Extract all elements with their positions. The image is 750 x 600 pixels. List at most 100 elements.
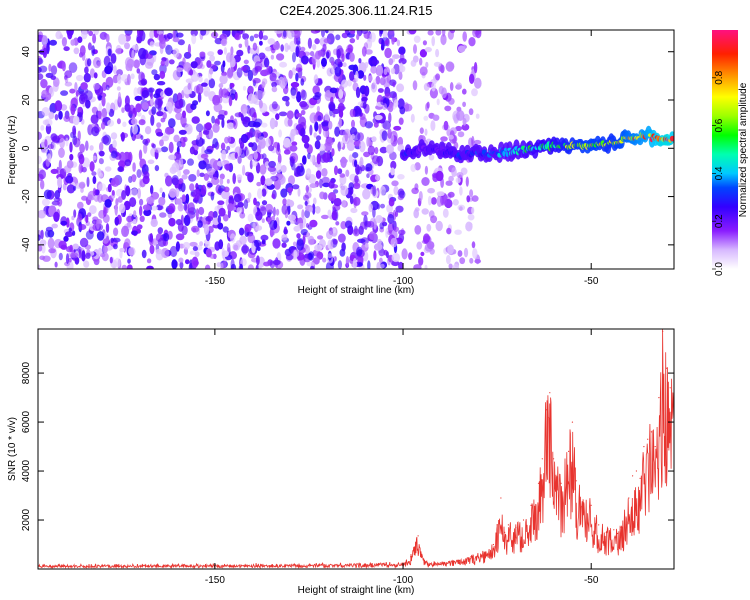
spectrogram-cell	[317, 50, 324, 57]
spectrogram-cell	[70, 39, 76, 46]
spectrogram-cell	[178, 129, 187, 135]
spectrogram-cell	[264, 178, 273, 186]
spectrogram-cell	[371, 155, 380, 165]
spectrogram-cell	[54, 114, 59, 121]
spectrogram-cell	[98, 150, 105, 157]
spectrogram-cell	[366, 173, 370, 179]
spectrogram-cell	[214, 60, 221, 66]
spectrogram-cell	[72, 115, 80, 126]
spectrogram-cell	[281, 242, 287, 248]
spectrogram-cell	[280, 44, 285, 52]
spectrogram-cell	[309, 219, 318, 228]
spectrogram-cell	[370, 65, 378, 74]
spectrogram-cell	[265, 137, 271, 148]
snr-y-ticks: 2000 4000 6000 8000	[21, 362, 674, 531]
spectrogram-cell	[104, 166, 112, 172]
spectrogram-cell	[424, 128, 428, 136]
spectrogram-cell	[290, 87, 297, 96]
spectrogram-y-tick-label: -40	[21, 237, 32, 252]
spectrogram-cell	[126, 264, 133, 269]
spectrogram-cell	[341, 242, 346, 252]
spectrogram-cell	[97, 193, 103, 203]
spectrogram-cell	[328, 180, 335, 189]
spectrogram-cell	[57, 176, 63, 189]
spectrogram-cell	[96, 218, 100, 230]
spectrogram-cell	[332, 108, 340, 115]
spectrogram-cell	[73, 209, 77, 218]
spectrogram-cell	[347, 79, 352, 87]
spectrogram-cell	[281, 204, 288, 215]
spectrogram-cell	[436, 98, 440, 106]
snr-data-point	[530, 504, 532, 506]
spectrogram-cell	[160, 146, 169, 153]
spectrogram-cell	[189, 250, 197, 255]
spectrogram-cell	[110, 53, 117, 64]
spectrogram-cell	[177, 39, 185, 46]
spectrogram-cell	[142, 138, 148, 145]
spectrogram-cell	[205, 239, 211, 250]
spectrogram-cell	[192, 188, 201, 201]
spectrogram-cell	[66, 184, 75, 194]
spectrogram-cell	[475, 30, 482, 39]
spectrogram-cell	[217, 200, 225, 205]
spectrogram-cell	[370, 82, 377, 93]
spectrogram-cell	[419, 57, 423, 66]
spectrogram-cell	[323, 38, 332, 44]
spectrogram-cell	[420, 251, 425, 257]
spectrogram-cell	[325, 138, 334, 146]
spectrogram-cell	[222, 260, 227, 268]
snr-x-tick-label: -100	[393, 575, 413, 586]
spectrogram-cell	[427, 195, 432, 206]
spectrogram-cell	[471, 135, 475, 147]
spectrogram-cell	[239, 235, 247, 245]
spectrogram-cell	[160, 60, 165, 67]
spectrogram-y-tick-label: 40	[21, 46, 32, 58]
spectrogram-cell	[257, 188, 263, 199]
spectrogram-cell	[163, 232, 170, 242]
spectrogram-cell	[304, 209, 311, 219]
spectrogram-cell	[164, 126, 173, 135]
spectrogram-cell	[59, 137, 65, 149]
spectrogram-cell	[38, 58, 44, 65]
spectrogram-cell	[322, 257, 327, 263]
spectrogram-cell	[129, 197, 137, 208]
spectrogram-cell	[196, 169, 200, 177]
spectrogram-cell	[66, 217, 70, 228]
spectrogram-cell	[290, 81, 300, 88]
spectrogram-cell	[224, 163, 232, 171]
spectrogram-cell	[398, 190, 406, 199]
spectrogram-cell	[110, 132, 118, 140]
snr-data-point	[590, 504, 592, 506]
spectrogram-cell	[54, 100, 63, 112]
spectrogram-cell	[50, 65, 58, 75]
spectrogram-cell	[112, 139, 117, 149]
spectrogram-cell	[280, 188, 288, 198]
spectrogram-cell	[191, 225, 200, 233]
spectrogram-cell	[150, 185, 154, 195]
spectrogram-cell	[151, 106, 157, 115]
spectrogram-cell	[87, 194, 93, 200]
spectrogram-cell	[215, 94, 221, 105]
spectrogram-cell	[181, 194, 186, 203]
spectrogram-cell	[291, 141, 298, 146]
snr-data-point	[560, 482, 562, 484]
spectrogram-cell	[217, 49, 223, 55]
spectrogram-cell	[178, 178, 184, 185]
spectrogram-cell	[79, 181, 86, 189]
spectrogram-cell	[383, 249, 388, 256]
spectrogram-cell	[319, 191, 326, 200]
spectrogram-cell	[124, 238, 131, 248]
spectrogram-cell	[275, 208, 280, 216]
spectrogram-cell	[86, 176, 90, 188]
spectrogram-cell	[208, 78, 216, 89]
spectrogram-cell	[305, 185, 309, 193]
spectrogram-cell	[326, 51, 330, 59]
spectrogram-cell	[465, 176, 469, 187]
spectrogram-cell	[211, 177, 220, 185]
spectrogram-cell	[387, 128, 392, 139]
spectrogram-cell	[100, 121, 106, 130]
spectrogram-x-ticks: -150 -100 -50	[205, 30, 599, 287]
spectrogram-cell	[375, 215, 383, 224]
spectrogram-cell	[151, 143, 156, 149]
